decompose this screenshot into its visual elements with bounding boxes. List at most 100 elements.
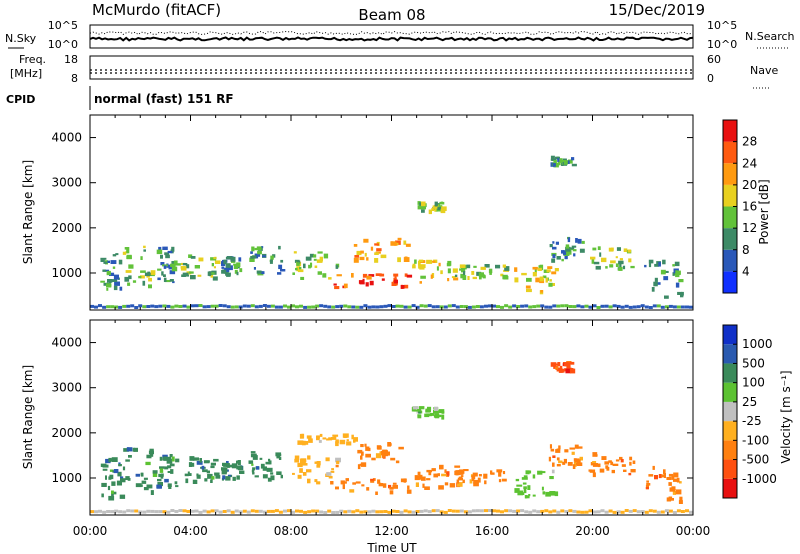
ground-scatter-cell (347, 509, 352, 513)
echo-cell (629, 456, 633, 461)
echo-cell (620, 459, 624, 463)
echo-cell (341, 481, 347, 484)
echo-cell (170, 263, 176, 267)
echo-cell (106, 270, 111, 276)
x-axis-label: Time UT (366, 541, 417, 554)
echo-cell (619, 262, 622, 267)
echo-cell (547, 492, 552, 496)
echo-cell (125, 278, 129, 281)
echo-cell (119, 286, 123, 291)
ground-scatter-cell (391, 509, 396, 513)
beam-title: Beam 08 (358, 6, 425, 24)
echo-cell (407, 485, 410, 490)
echo-cell (434, 201, 438, 207)
x-tick-label: 04:00 (173, 524, 208, 538)
ground-scatter-cell (118, 510, 123, 514)
echo-cell (456, 479, 460, 484)
echo-cell (314, 461, 319, 464)
echo-cell (567, 462, 573, 466)
echo-cell (440, 208, 446, 214)
ground-scatter-cell (568, 509, 573, 513)
echo-cell (168, 485, 172, 489)
ground-scatter-cell (427, 304, 432, 308)
echo-cell (196, 473, 199, 477)
echo-cell (381, 453, 385, 458)
echo-cell (619, 456, 623, 460)
echo-cell (326, 472, 332, 476)
echo-cell (225, 476, 231, 481)
echo-cell (398, 446, 404, 450)
ground-scatter-cell (668, 304, 673, 308)
echo-cell (672, 264, 675, 267)
echo-cell (369, 280, 374, 286)
echo-cell (364, 443, 367, 447)
echo-cell (644, 264, 647, 268)
echo-cell (540, 290, 544, 293)
echo-cell (185, 264, 190, 269)
echo-cell (522, 482, 527, 485)
echo-cell (556, 448, 561, 451)
echo-cell (592, 461, 597, 464)
echo-cell (422, 483, 425, 488)
echo-cell (417, 409, 422, 412)
echo-cell (122, 466, 126, 471)
echo-cell (140, 256, 143, 260)
echo-cell (454, 274, 458, 277)
echo-cell (674, 261, 680, 267)
ground-scatter-cell (584, 304, 589, 308)
echo-cell (438, 262, 441, 267)
echo-cell (108, 458, 114, 462)
echo-cell (425, 409, 431, 413)
ground-scatter-cell (572, 509, 577, 513)
echo-cell (117, 471, 122, 477)
echo-cell (569, 368, 576, 374)
echo-cell (444, 469, 447, 473)
ground-scatter-cell (439, 510, 444, 514)
echo-cell (188, 254, 193, 258)
ground-scatter-cell (335, 305, 340, 309)
ground-scatter-cell (640, 510, 645, 514)
echo-cell (676, 477, 680, 483)
echo-cell (314, 265, 318, 268)
echo-cell (214, 260, 221, 264)
echo-cell (588, 469, 592, 472)
echo-cell (128, 264, 134, 269)
echo-cell (113, 285, 118, 291)
echo-cell (480, 266, 486, 270)
echo-cell (361, 451, 364, 456)
ground-scatter-cell (258, 304, 263, 308)
echo-cell (106, 287, 109, 291)
echo-cell (552, 455, 556, 458)
echo-cell (537, 267, 542, 271)
ground-scatter-cell (363, 510, 368, 514)
echo-cell (421, 209, 425, 213)
echo-cell (549, 244, 553, 248)
echo-cell (501, 478, 507, 482)
ground-scatter-cell (471, 509, 476, 513)
echo-cell (128, 455, 132, 458)
echo-cell (190, 275, 196, 280)
noise-left-tick-top: 10^5 (48, 19, 78, 32)
echo-cell (280, 259, 284, 263)
echo-cell (523, 488, 527, 494)
echo-cell (343, 433, 347, 438)
ground-scatter-cell (102, 510, 107, 514)
echo-cell (375, 273, 382, 276)
ground-scatter-cell (319, 510, 324, 514)
ground-scatter-cell (580, 305, 585, 309)
ground-scatter-cell (564, 510, 569, 514)
echo-cell (462, 275, 467, 280)
ground-scatter-cell (459, 305, 464, 308)
echo-cell (431, 207, 435, 211)
ground-scatter-cell (274, 305, 279, 309)
echo-cell (160, 262, 165, 266)
echo-cell (360, 444, 364, 448)
ground-scatter-cell (194, 304, 199, 308)
ground-scatter-cell (210, 304, 215, 308)
echo-cell (502, 471, 506, 475)
echo-cell (231, 464, 237, 469)
echo-cell (392, 482, 397, 485)
echo-cell (236, 271, 239, 276)
cpid-label: CPID (6, 93, 35, 106)
echo-cell (419, 202, 423, 206)
